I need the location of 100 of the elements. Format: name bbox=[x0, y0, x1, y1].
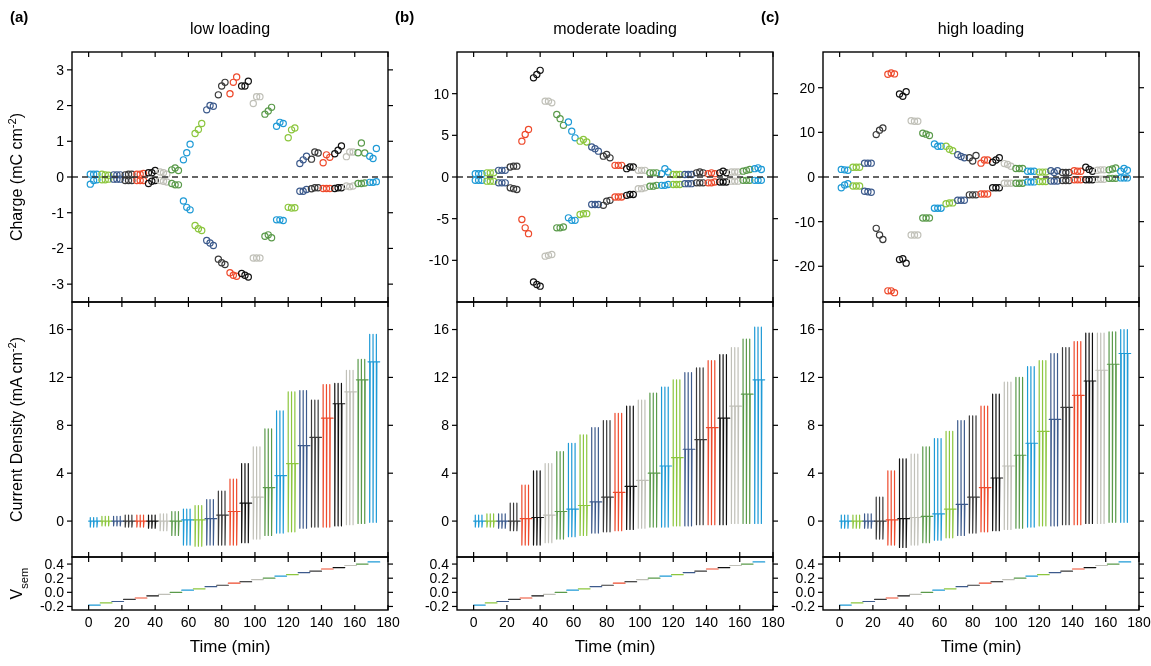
point bbox=[739, 167, 747, 175]
point bbox=[704, 169, 712, 178]
point bbox=[649, 182, 657, 190]
point bbox=[591, 144, 599, 153]
text: (b) bbox=[395, 8, 415, 25]
point bbox=[626, 190, 634, 199]
x-tick-label: 60 bbox=[180, 614, 197, 630]
point bbox=[136, 176, 144, 185]
point bbox=[945, 199, 954, 207]
point bbox=[719, 167, 727, 175]
point bbox=[1082, 163, 1090, 171]
point bbox=[506, 184, 514, 192]
chart-title: moderate loading bbox=[553, 20, 677, 37]
point bbox=[1062, 176, 1070, 185]
point bbox=[855, 182, 864, 190]
point bbox=[1038, 177, 1047, 186]
point bbox=[229, 271, 238, 279]
point bbox=[872, 224, 880, 233]
point bbox=[641, 166, 649, 175]
point bbox=[191, 129, 199, 138]
point bbox=[699, 179, 707, 187]
point bbox=[536, 282, 544, 290]
point bbox=[372, 177, 381, 186]
point bbox=[914, 117, 922, 125]
point bbox=[840, 166, 849, 174]
point bbox=[664, 180, 672, 189]
point bbox=[498, 166, 506, 175]
point bbox=[1073, 175, 1082, 184]
point bbox=[284, 134, 292, 142]
point bbox=[159, 169, 168, 177]
y-tick-label: 4 bbox=[56, 465, 65, 482]
point bbox=[361, 149, 369, 157]
point bbox=[1112, 164, 1120, 172]
point bbox=[1062, 168, 1070, 177]
point bbox=[968, 157, 977, 165]
point bbox=[489, 169, 498, 177]
point bbox=[124, 170, 133, 178]
x-tick-label: 40 bbox=[147, 614, 164, 630]
y-tick-label: 0.4 bbox=[44, 555, 65, 572]
point bbox=[93, 176, 101, 184]
point bbox=[1000, 179, 1008, 187]
point bbox=[895, 90, 904, 98]
point bbox=[884, 70, 892, 79]
point bbox=[867, 159, 875, 167]
point bbox=[214, 255, 223, 263]
point bbox=[606, 154, 614, 162]
point bbox=[626, 163, 634, 171]
point bbox=[571, 134, 579, 142]
y-tick-label: 0 bbox=[441, 168, 450, 185]
point bbox=[860, 159, 869, 167]
point bbox=[226, 269, 234, 277]
point bbox=[229, 78, 238, 87]
point bbox=[249, 99, 257, 108]
point bbox=[934, 142, 942, 150]
y-tick-label: 0.0 bbox=[795, 584, 816, 601]
point bbox=[617, 193, 626, 201]
point bbox=[98, 176, 106, 184]
point bbox=[186, 206, 194, 214]
point bbox=[486, 169, 494, 177]
point bbox=[919, 129, 927, 137]
point bbox=[1123, 174, 1132, 182]
point bbox=[319, 184, 327, 193]
point bbox=[622, 191, 631, 200]
point bbox=[509, 184, 518, 193]
point bbox=[661, 164, 669, 173]
point bbox=[217, 82, 226, 90]
point bbox=[101, 176, 109, 184]
point bbox=[734, 168, 742, 176]
point bbox=[594, 147, 603, 155]
point bbox=[1117, 167, 1125, 175]
point bbox=[232, 272, 241, 280]
point bbox=[1088, 167, 1097, 175]
point bbox=[875, 126, 884, 134]
point bbox=[599, 201, 608, 210]
y-tick-label: 0.2 bbox=[795, 570, 816, 587]
y-tick-label: -20 bbox=[794, 258, 816, 275]
point bbox=[311, 148, 319, 156]
point bbox=[1027, 167, 1035, 175]
point bbox=[867, 188, 875, 196]
point bbox=[925, 131, 934, 140]
point bbox=[564, 118, 573, 126]
point bbox=[692, 169, 701, 177]
y-tick-label: 4 bbox=[441, 465, 450, 482]
point bbox=[696, 168, 704, 176]
point bbox=[221, 260, 229, 269]
point bbox=[163, 170, 171, 178]
point bbox=[113, 175, 121, 183]
point bbox=[1047, 177, 1055, 185]
point bbox=[1050, 177, 1058, 185]
x-tick-label: 100 bbox=[994, 614, 1018, 630]
chart-title: high loading bbox=[937, 20, 1025, 37]
point bbox=[302, 185, 311, 194]
point bbox=[264, 231, 272, 239]
point bbox=[568, 127, 576, 135]
point bbox=[489, 177, 498, 185]
point bbox=[553, 224, 561, 232]
point bbox=[1070, 167, 1078, 175]
point bbox=[354, 179, 362, 188]
point bbox=[922, 214, 930, 222]
point bbox=[676, 180, 684, 189]
